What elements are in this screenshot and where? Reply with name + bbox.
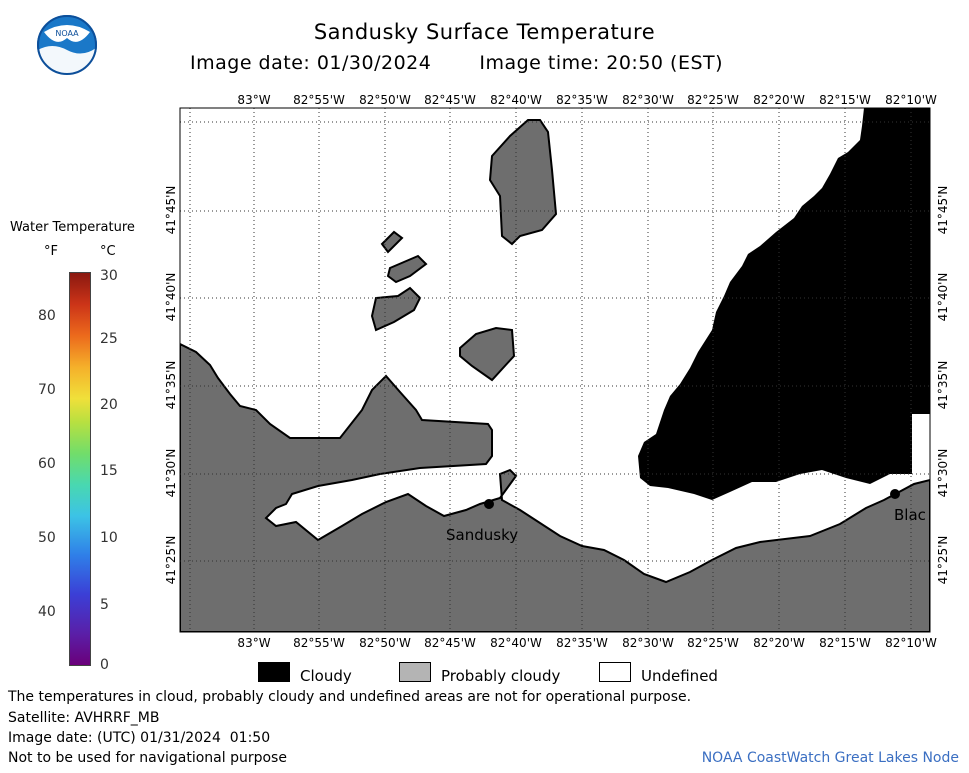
noaa-logo: NOAA [36,14,98,77]
utc-date-text: Image date: (UTC) 01/31/2024 01:50 [8,730,271,746]
lat-label-left: 41°25'N [164,535,178,585]
noaa-logo-text: NOAA [55,29,79,38]
lat-label-left: 41°40'N [164,272,178,322]
map-title: Sandusky Surface Temperature [313,20,656,44]
celsius-tick: 30 [100,268,118,284]
lon-label-top: 82°35'W [556,93,608,107]
probably-cloudy-label: Probably cloudy [441,667,561,685]
lat-label-right: 41°30'N [936,448,950,498]
sandusky-label: Sandusky [446,526,518,544]
image-time: Image time: 20:50 (EST) [479,52,724,74]
image-date-time: Image date: 01/30/2024 Image time: 20:50 … [190,52,723,74]
navigation-warning: Not to be used for navigational purpose [8,750,287,766]
undefined-label: Undefined [641,667,718,685]
lat-label-right: 41°35'N [936,360,950,410]
fahrenheit-tick: 70 [38,382,56,398]
lat-label-left: 41°45'N [164,185,178,235]
legend-title: Water Temperature [10,220,135,235]
mainland [180,342,930,632]
small-island-4 [459,326,516,382]
celsius-tick: 5 [100,597,109,613]
lon-label-top: 82°20'W [753,93,805,107]
lat-label-right: 41°45'N [936,185,950,235]
lon-label-bottom: 82°25'W [687,636,739,650]
disclaimer-text: The temperatures in cloud, probably clou… [8,689,692,705]
celsius-tick: 25 [100,331,118,347]
sandusky-marker [484,499,494,509]
lon-label-top: 82°45'W [424,93,476,107]
lat-label-left: 41°35'N [164,360,178,410]
small-island-2 [386,254,428,284]
blac-label: Blac [894,506,926,524]
fahrenheit-tick: 80 [38,308,56,324]
unit-celsius: °C [100,244,116,259]
lon-label-bottom: 82°45'W [424,636,476,650]
image-date: Image date: 01/30/2024 [190,52,432,74]
lon-label-top: 82°55'W [293,93,345,107]
lon-label-bottom: 82°40'W [490,636,542,650]
small-island-1 [380,230,404,254]
lon-label-top: 82°10'W [885,93,937,107]
lon-label-bottom: 83°W [237,636,271,650]
lon-label-top: 82°25'W [687,93,739,107]
lon-label-bottom: 82°55'W [293,636,345,650]
celsius-tick: 15 [100,463,118,479]
lon-label-bottom: 82°20'W [753,636,805,650]
lon-label-top: 82°40'W [490,93,542,107]
probably-cloudy-swatch [399,662,431,682]
coastwatch-node-credit: NOAA CoastWatch Great Lakes Node [701,750,959,766]
lat-label-right: 41°25'N [936,535,950,585]
celsius-tick: 20 [100,397,118,413]
lon-label-bottom: 82°35'W [556,636,608,650]
celsius-tick: 0 [100,657,109,673]
lon-label-bottom: 82°30'W [622,636,674,650]
cloudy-label: Cloudy [300,667,352,685]
lon-label-bottom: 82°10'W [885,636,937,650]
fahrenheit-tick: 50 [38,530,56,546]
lon-label-top: 82°50'W [359,93,411,107]
satellite-text: Satellite: AVHRRF_MB [8,710,160,726]
lon-label-top: 83°W [237,93,271,107]
lon-label-top: 82°15'W [819,93,871,107]
fahrenheit-tick: 40 [38,604,56,620]
unit-fahrenheit: °F [44,244,58,259]
celsius-tick: 10 [100,530,118,546]
lon-label-bottom: 82°50'W [359,636,411,650]
temperature-colorbar [69,272,91,666]
graticule [180,108,930,632]
lon-label-top: 82°30'W [622,93,674,107]
lat-label-left: 41°30'N [164,448,178,498]
undefined-swatch [599,662,631,682]
cloudy-swatch [258,662,290,682]
map-frame [179,107,931,633]
blac-marker [890,489,900,499]
cloud-region [638,108,930,500]
lat-label-right: 41°40'N [936,272,950,322]
lon-label-bottom: 82°15'W [819,636,871,650]
fahrenheit-tick: 60 [38,456,56,472]
